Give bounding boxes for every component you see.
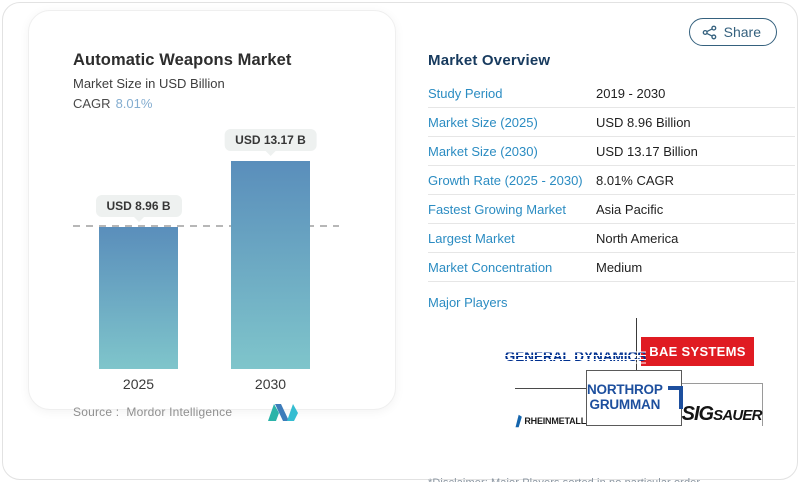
overview-row-market-size-2030: Market Size (2030) USD 13.17 Billion	[428, 137, 795, 166]
row-value: North America	[596, 230, 679, 246]
northrop-grumman-logo: NORTHROP GRUMMAN	[586, 370, 683, 426]
x-axis-label: 2025	[122, 376, 155, 392]
overview-row-market-concentration: Market Concentration Medium	[428, 253, 795, 282]
reference-dashed-line	[73, 225, 339, 227]
row-value: 2019 - 2030	[596, 85, 666, 101]
chart-title: Automatic Weapons Market	[73, 51, 292, 69]
sig-sauer-logo: SIG SAUER	[681, 383, 763, 426]
general-dynamics-wordmark: GENERAL DYNAMICS	[504, 349, 647, 364]
row-value: USD 13.17 Billion	[596, 143, 698, 159]
row-label: Market Size (2025)	[428, 114, 538, 130]
chart-bar[interactable]	[99, 227, 178, 369]
row-label: Growth Rate (2025 - 2030)	[428, 172, 583, 188]
row-value: USD 8.96 Billion	[596, 114, 691, 130]
source-text: Source : Mordor Intelligence	[73, 405, 233, 419]
bar-value-pill: USD 8.96 B	[95, 195, 182, 217]
sig-wordmark: SIG	[681, 403, 714, 425]
bae-systems-logo: BAE SYSTEMS	[637, 337, 758, 370]
rheinmetall-wordmark: RHEINMETALL	[524, 415, 586, 426]
logo-row-bottom: RHEINMETALL NORTHROP GRUMMAN SIG SAUER	[515, 370, 763, 444]
chart-bar-group: USD 13.17 B 2030	[224, 119, 317, 392]
row-label: Study Period	[428, 85, 503, 101]
row-value: Medium	[596, 259, 643, 275]
chart-bar[interactable]	[231, 161, 310, 369]
source-row: Source : Mordor Intelligence	[73, 401, 351, 423]
northrop-bracket-icon	[667, 386, 683, 410]
market-size-chart-card: Automatic Weapons Market Market Size in …	[28, 10, 396, 421]
disclaimer-text: *Disclaimer: Major Players sorted in no …	[428, 477, 795, 482]
overview-title: Market Overview	[428, 52, 551, 69]
cagr-line: CAGR 8.01%	[73, 96, 351, 111]
row-label: Market Size (2030)	[428, 143, 538, 159]
market-overview-panel: Market Overview Study Period 2019 - 2030…	[424, 20, 795, 482]
share-nodes-icon	[702, 25, 716, 39]
share-button-label: Share	[723, 24, 761, 40]
major-players-logos: GENERAL DYNAMICS BAE SYSTEMS RHEINMETALL…	[504, 318, 763, 444]
sauer-wordmark: SAUER	[713, 407, 762, 424]
row-value: Asia Pacific	[596, 201, 664, 217]
logo-divider	[636, 318, 637, 370]
cagr-value: 8.01%	[115, 96, 153, 111]
logo-row-top: GENERAL DYNAMICS BAE SYSTEMS	[504, 318, 758, 370]
major-players-label: Major Players	[428, 295, 508, 310]
mordor-intelligence-logo-icon	[268, 404, 298, 421]
chart-subtitle: Market Size in USD Billion	[73, 76, 225, 91]
row-value: 8.01% CAGR	[596, 172, 675, 188]
northrop-grumman-wordmark: NORTHROP GRUMMAN	[587, 382, 683, 413]
chart-bar-group: USD 8.96 B 2025	[95, 119, 182, 392]
x-axis-label: 2030	[254, 376, 287, 392]
general-dynamics-logo: GENERAL DYNAMICS	[504, 349, 646, 370]
overview-row-market-size-2025: Market Size (2025) USD 8.96 Billion	[428, 108, 795, 137]
overview-row-growth-rate: Growth Rate (2025 - 2030) 8.01% CAGR	[428, 166, 795, 195]
bar-value-pill: USD 13.17 B	[224, 129, 317, 151]
overview-table: Study Period 2019 - 2030 Market Size (20…	[428, 79, 795, 282]
overview-row-study-period: Study Period 2019 - 2030	[428, 79, 795, 108]
rheinmetall-logo: RHEINMETALL	[515, 388, 586, 444]
row-label: Market Concentration	[428, 259, 553, 275]
cagr-label: CAGR	[73, 96, 111, 111]
rheinmetall-icon	[515, 414, 522, 427]
row-label: Fastest Growing Market	[428, 201, 566, 217]
share-button[interactable]: Share	[688, 18, 777, 46]
row-label: Largest Market	[428, 230, 515, 246]
bae-systems-wordmark: BAE SYSTEMS	[641, 337, 754, 366]
overview-row-fastest-growing-market: Fastest Growing Market Asia Pacific	[428, 195, 795, 224]
overview-row-largest-market: Largest Market North America	[428, 224, 795, 253]
bar-chart: USD 8.96 B 2025 USD 13.17 B 2030	[73, 119, 351, 392]
